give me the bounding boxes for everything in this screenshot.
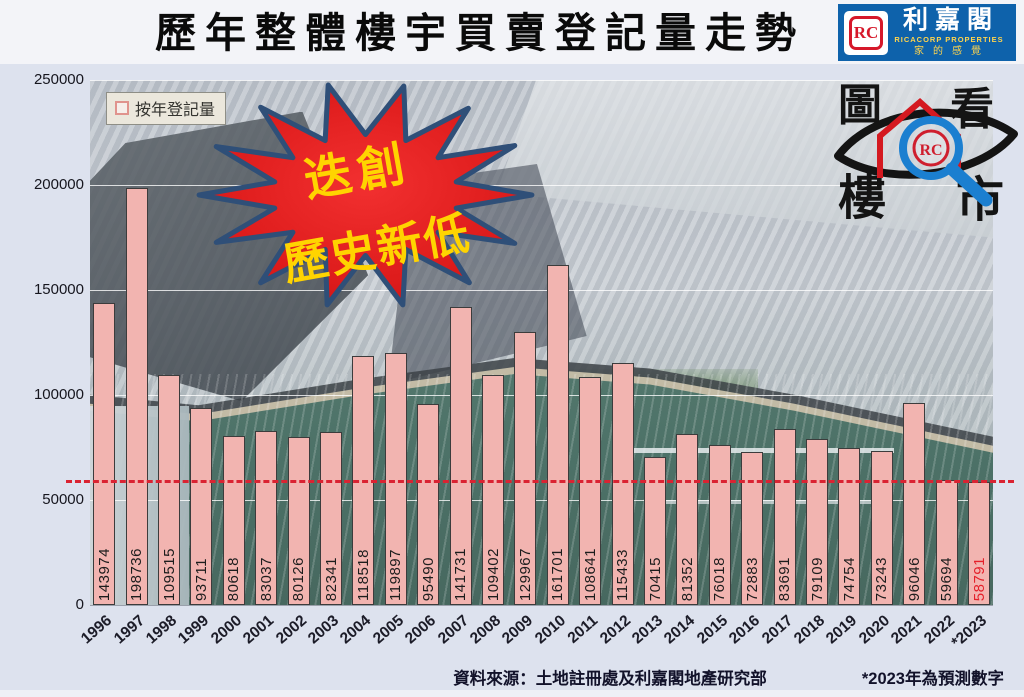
bar-2010: 161701 bbox=[546, 265, 569, 605]
rc-monogram-icon: RC bbox=[849, 15, 883, 50]
bar-2021: 96046 bbox=[903, 403, 926, 605]
bar-value-label: 80126 bbox=[290, 556, 308, 601]
bar-value-label: 198736 bbox=[128, 547, 146, 601]
bar-value-label: 83037 bbox=[257, 556, 275, 601]
bar-2022: 59694 bbox=[935, 479, 958, 605]
bar-*2023: 58791 bbox=[968, 481, 990, 605]
y-axis-tick-label: 150000 bbox=[33, 281, 84, 298]
bar-value-label: 109515 bbox=[160, 547, 178, 601]
bar-value-label: 109402 bbox=[484, 547, 502, 601]
starburst-badge: 迭創 歷史新低 bbox=[196, 82, 535, 308]
bar-value-label: 73243 bbox=[873, 556, 891, 601]
ricacorp-tagline: 家的感覺 bbox=[914, 45, 990, 57]
rc-logo-box: RC bbox=[844, 10, 888, 55]
bar-2012: 115433 bbox=[611, 362, 634, 605]
eye-logo: 圖 看 樓 市 RC bbox=[834, 81, 1018, 222]
bar-value-label: 143974 bbox=[95, 547, 113, 601]
rc-emblem-circle bbox=[912, 129, 950, 167]
y-axis-tick-label: 100000 bbox=[33, 386, 84, 403]
legend-label: 按年登記量 bbox=[135, 102, 216, 119]
bar-2019: 74754 bbox=[838, 448, 861, 605]
eye-logo-char-bottom-left: 樓 bbox=[838, 172, 886, 222]
page-title: 歷年整體樓宇買賣登記量走勢 bbox=[155, 10, 805, 56]
bar-value-label: 141731 bbox=[452, 547, 470, 601]
bar-2014: 81352 bbox=[676, 434, 699, 605]
bar-2020: 73243 bbox=[870, 451, 893, 605]
bar-2002: 80126 bbox=[287, 436, 310, 605]
bar-value-label: 119897 bbox=[387, 549, 405, 601]
legend-marker-icon bbox=[115, 101, 129, 115]
bar-value-label: 108641 bbox=[581, 547, 599, 601]
gridline bbox=[90, 500, 993, 501]
bar-2008: 109402 bbox=[482, 375, 504, 605]
bar-1999: 93711 bbox=[190, 408, 213, 605]
bar-2015: 76018 bbox=[708, 445, 731, 605]
forecast-note: *2023年為預測數字 bbox=[861, 670, 1004, 688]
bar-2007: 141731 bbox=[449, 307, 472, 605]
gridline bbox=[90, 185, 993, 186]
bar-2006: 95490 bbox=[417, 404, 440, 605]
bar-value-label: 161701 bbox=[549, 547, 567, 601]
bar-value-label: 96046 bbox=[905, 556, 923, 601]
y-axis-tick-label: 0 bbox=[75, 596, 84, 613]
bar-value-label: 58791 bbox=[970, 556, 988, 601]
chart-legend: 按年登記量 bbox=[106, 92, 227, 125]
eye-outline-icon bbox=[834, 108, 1018, 179]
bar-value-label: 80618 bbox=[225, 556, 243, 601]
bar-2005: 119897 bbox=[384, 353, 407, 605]
bar-value-label: 72883 bbox=[743, 556, 761, 601]
magnifier-handle-icon bbox=[945, 162, 993, 207]
ricacorp-name-en: RICACORP PROPERTIES bbox=[894, 35, 1004, 45]
bar-2001: 83037 bbox=[255, 430, 278, 605]
reference-dashed-line bbox=[66, 479, 1014, 483]
bar-value-label: 76018 bbox=[711, 556, 729, 601]
bar-value-label: 82341 bbox=[322, 556, 340, 601]
bar-value-label: 79109 bbox=[808, 556, 826, 601]
ricacorp-logo-text: 利嘉閣 RICACORP PROPERTIES 家的感覺 bbox=[888, 8, 1010, 57]
bar-value-label: 129967 bbox=[516, 547, 534, 601]
bar-value-label: 59694 bbox=[938, 556, 956, 601]
bar-value-label: 70415 bbox=[646, 556, 664, 601]
x-axis-line bbox=[90, 605, 993, 606]
rc-emblem-monogram: RC bbox=[919, 142, 942, 159]
starburst-shape bbox=[196, 82, 535, 308]
bar-1996: 143974 bbox=[93, 302, 116, 605]
bar-value-label: 81352 bbox=[678, 556, 696, 601]
bar-value-label: 118518 bbox=[354, 549, 372, 601]
y-axis-tick-label: 250000 bbox=[33, 71, 84, 88]
data-source-note: 資料來源：土地註冊處及利嘉閣地產研究部 bbox=[453, 670, 767, 688]
eye-logo-char-top-right: 看 bbox=[950, 85, 994, 134]
bottom-band bbox=[0, 690, 1024, 697]
eye-logo-char-top-left: 圖 bbox=[838, 81, 882, 130]
bar-value-label: 83691 bbox=[776, 556, 794, 601]
bar-2011: 108641 bbox=[579, 376, 602, 605]
bar-2009: 129967 bbox=[514, 332, 537, 605]
ricacorp-logo-banner: RC 利嘉閣 RICACORP PROPERTIES 家的感覺 bbox=[838, 4, 1016, 61]
gridline bbox=[90, 290, 993, 291]
bar-2013: 70415 bbox=[644, 457, 666, 605]
bar-2017: 83691 bbox=[773, 429, 796, 605]
gridline bbox=[90, 80, 993, 81]
gridline bbox=[90, 395, 993, 396]
bar-value-label: 74754 bbox=[840, 556, 858, 601]
bar-value-label: 115433 bbox=[614, 549, 632, 601]
bar-2018: 79109 bbox=[806, 438, 828, 605]
bar-2016: 72883 bbox=[741, 451, 764, 605]
bar-value-label: 93711 bbox=[192, 557, 210, 601]
ricacorp-name-zh: 利嘉閣 bbox=[902, 6, 999, 35]
y-axis-tick-label: 200000 bbox=[33, 176, 84, 193]
bar-1998: 109515 bbox=[158, 375, 180, 605]
y-axis-tick-label: 50000 bbox=[42, 491, 84, 508]
bar-value-label: 95490 bbox=[419, 556, 437, 601]
bar-2000: 80618 bbox=[222, 435, 245, 605]
bar-2003: 82341 bbox=[320, 432, 342, 605]
bar-1997: 198736 bbox=[125, 187, 148, 605]
magnifier-ring-icon bbox=[899, 116, 963, 180]
